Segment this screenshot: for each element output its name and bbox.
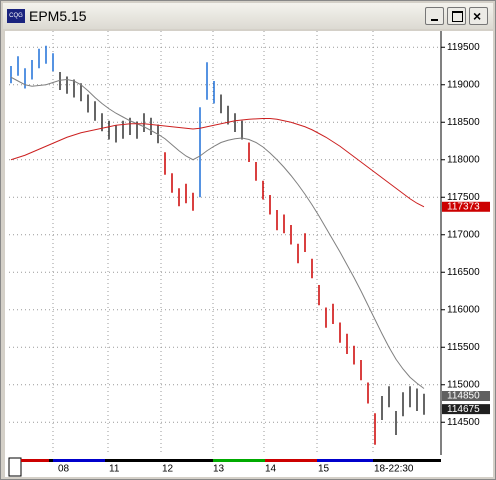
y-tick-label: 119500 <box>447 42 480 53</box>
scroll-box[interactable] <box>8 457 22 477</box>
x-tick-label: 11 <box>109 464 120 475</box>
y-tick-label: 115000 <box>447 379 480 390</box>
x-tick-label: 18-22:30 <box>374 464 414 475</box>
price-marker <box>442 404 490 415</box>
x-tick-label: 12 <box>162 464 174 475</box>
x-tick-label: 14 <box>265 464 277 475</box>
y-tick-label: 115500 <box>447 342 480 353</box>
maximize-button[interactable] <box>447 7 466 25</box>
x-tick-label: 15 <box>318 464 330 475</box>
session-segment <box>213 459 265 462</box>
session-segment <box>53 459 105 462</box>
y-tick-label: 119000 <box>447 79 480 90</box>
y-tick-label: 117500 <box>447 192 480 203</box>
x-tick-label: 13 <box>213 464 225 475</box>
window-title: EPM5.15 <box>29 8 87 24</box>
y-tick-label: 116500 <box>447 267 480 278</box>
title-bar: CQG EPM5.15 × <box>3 3 493 29</box>
moving-average <box>10 76 425 389</box>
price-marker-label: 114675 <box>447 404 480 415</box>
price-marker-label: 117373 <box>447 201 480 212</box>
session-segment <box>21 459 49 462</box>
x-tick-label: 08 <box>58 464 70 475</box>
y-tick-label: 118000 <box>447 154 480 165</box>
close-button[interactable]: × <box>469 7 488 25</box>
moving-average <box>10 118 425 208</box>
session-segment <box>265 459 317 462</box>
price-marker <box>442 391 490 401</box>
chart-background <box>5 31 493 477</box>
price-marker <box>442 201 490 212</box>
session-segment <box>317 459 373 462</box>
app-icon: CQG <box>7 9 25 23</box>
y-tick-label: 118500 <box>447 117 480 128</box>
minimize-button[interactable] <box>425 7 444 25</box>
chart: 114500 115000 115500 116000 116500 117000 1175… <box>5 31 493 477</box>
y-tick-label: 116000 <box>447 304 480 315</box>
y-tick-label: 117000 <box>447 229 480 240</box>
price-marker-label: 114850 <box>447 391 480 402</box>
y-tick-label: 114500 <box>447 417 480 428</box>
